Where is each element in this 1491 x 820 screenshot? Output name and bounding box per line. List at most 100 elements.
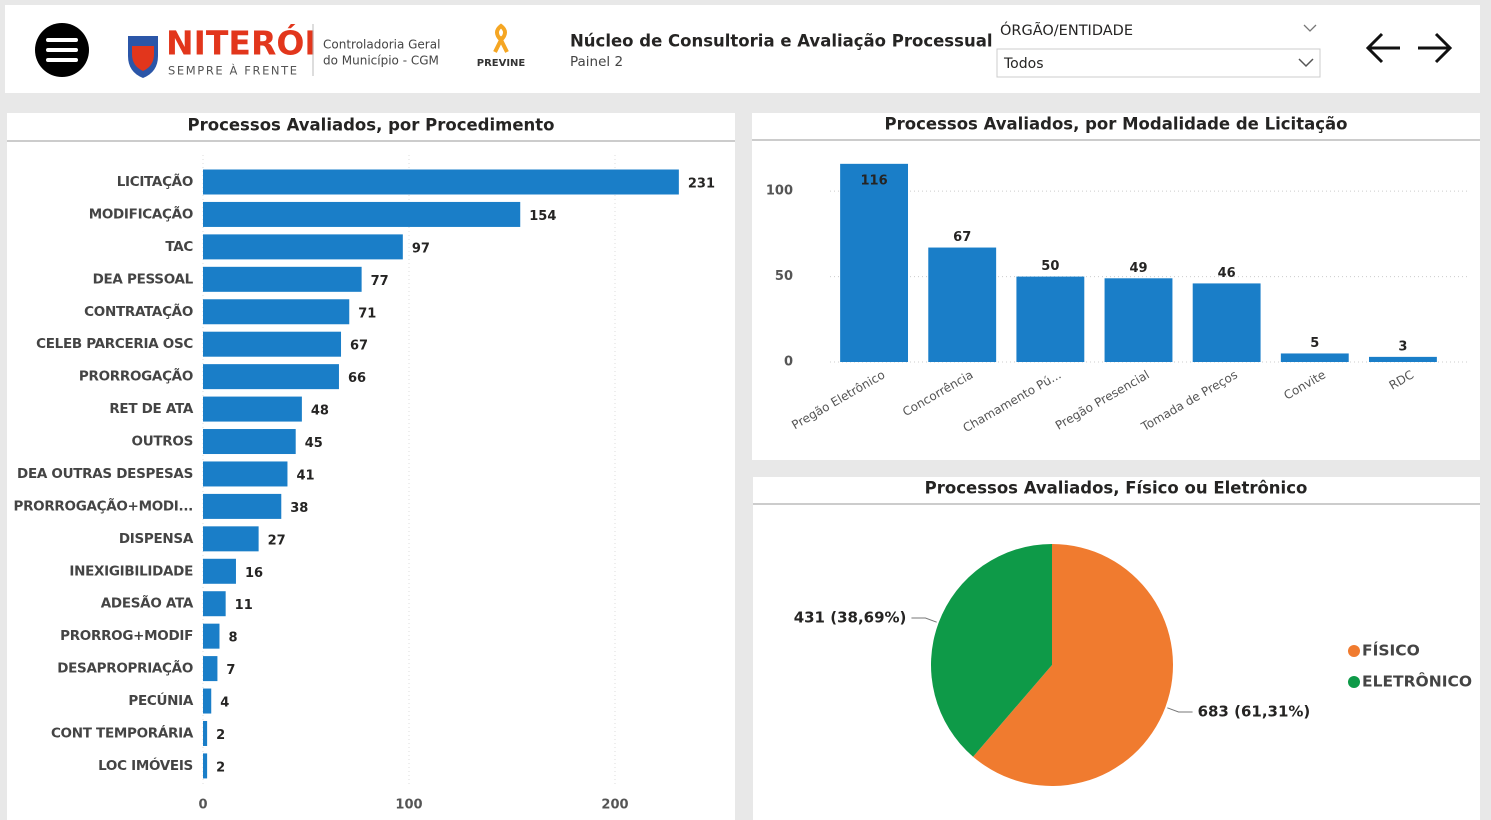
y-tick-label: LICITAÇÃO	[117, 173, 193, 190]
org-line: do Município - CGM	[323, 54, 439, 68]
y-tick-label: DISPENSA	[119, 531, 194, 547]
data-label: 71	[358, 306, 376, 321]
back-arrow[interactable]	[1365, 32, 1400, 64]
bar	[203, 364, 339, 390]
bar	[1280, 353, 1349, 362]
bar	[1104, 278, 1173, 362]
y-tick-label: ADESÃO ATA	[101, 595, 194, 612]
data-label: 38	[290, 501, 308, 516]
pie-slice	[930, 544, 1052, 757]
data-label: 27	[268, 533, 286, 548]
bar	[203, 753, 208, 779]
bar	[203, 169, 679, 195]
data-label: 45	[305, 436, 323, 451]
data-label: 683 (61,31%)	[1198, 702, 1311, 720]
bar	[203, 591, 226, 617]
data-label: 116	[861, 174, 888, 189]
bar	[203, 266, 362, 292]
data-label: 67	[953, 230, 971, 245]
bar	[203, 234, 403, 260]
badge: PREVINE	[477, 58, 526, 69]
bar	[203, 656, 218, 682]
data-label: 7	[226, 663, 235, 678]
dropdown-chevron[interactable]	[1298, 58, 1314, 68]
page-title: Núcleo de Consultoria e Avaliação Proces…	[570, 32, 992, 51]
dropdown-value[interactable]: Todos	[1003, 56, 1043, 72]
data-label: 431 (38,69%)	[794, 609, 907, 627]
data-label: 46	[1218, 266, 1236, 281]
x-tick-label: 200	[601, 798, 628, 813]
bar	[1016, 276, 1085, 362]
pie-slice	[973, 544, 1173, 786]
panel	[7, 113, 735, 820]
legend-label: FÍSICO	[1362, 641, 1420, 660]
bar	[203, 623, 220, 649]
chart-title: Processos Avaliados, Físico ou Eletrônic…	[925, 479, 1308, 498]
data-label: 77	[371, 274, 389, 289]
data-label: 2	[216, 760, 225, 775]
bar	[203, 299, 350, 325]
data-label: 50	[1041, 259, 1059, 274]
bar	[203, 688, 212, 714]
data-label: 66	[348, 371, 366, 386]
y-tick-label: PRORROG+MODIF	[60, 628, 193, 644]
bar	[203, 201, 521, 227]
legend-swatch	[1348, 676, 1360, 688]
menu-lines[interactable]	[46, 38, 78, 62]
x-tick-label: 100	[395, 798, 422, 813]
logo-shield-inner	[132, 46, 154, 71]
y-tick-label: DEA PESSOAL	[93, 271, 194, 287]
data-label: 48	[311, 404, 329, 419]
y-tick-label: CONTRATAÇÃO	[84, 303, 193, 320]
bar	[1368, 356, 1437, 362]
y-tick-label: 0	[784, 355, 793, 370]
y-tick-label: OUTROS	[132, 434, 193, 450]
y-tick-label: CONT TEMPORÁRIA	[51, 724, 194, 741]
bar	[203, 461, 288, 487]
dropdown-box[interactable]	[996, 48, 1321, 78]
chart-title: Processos Avaliados, por Procedimento	[188, 116, 555, 135]
y-tick-label: TAC	[165, 239, 193, 255]
data-label: 97	[412, 241, 430, 256]
y-tick-label: DESAPROPRIAÇÃO	[57, 660, 193, 677]
data-label: 231	[688, 177, 715, 192]
y-tick-label: INEXIGIBILIDADE	[69, 563, 193, 579]
ribbon-icon	[493, 23, 509, 53]
data-label: 3	[1398, 339, 1407, 354]
filter-chevron	[1303, 24, 1317, 32]
data-label: 2	[216, 728, 225, 743]
leader-line	[1167, 707, 1193, 713]
x-tick-label: 0	[198, 798, 207, 813]
y-tick-label: PRORROGAÇÃO	[79, 368, 193, 385]
filter-label: ÓRGÃO/ENTIDADE	[1000, 21, 1133, 39]
y-tick-label: MODIFICAÇÃO	[89, 205, 193, 222]
y-tick-label: 50	[775, 269, 793, 284]
bar	[203, 720, 208, 746]
chart-title: Processos Avaliados, por Modalidade de L…	[885, 115, 1348, 134]
bar	[1192, 283, 1261, 362]
bar	[203, 493, 282, 519]
y-tick-label: LOC IMÓVEIS	[98, 756, 193, 774]
bar	[840, 163, 909, 362]
data-label: 5	[1310, 336, 1319, 351]
menu-button[interactable]	[35, 23, 89, 77]
filter-dropdown[interactable]: Todos	[996, 48, 1321, 78]
bar	[203, 429, 296, 455]
forward-arrow[interactable]	[1418, 32, 1453, 64]
data-label: 67	[350, 339, 368, 354]
data-label: 16	[245, 566, 263, 581]
bar	[203, 526, 259, 552]
data-label: 41	[296, 468, 314, 483]
data-label: 8	[228, 631, 237, 646]
bar	[203, 396, 302, 422]
legend-swatch	[1348, 645, 1360, 657]
bar	[928, 247, 997, 362]
y-tick-label: PECÚNIA	[128, 691, 194, 709]
data-label: 154	[529, 209, 556, 224]
logo-title: NITERÓI	[166, 23, 317, 63]
y-tick-label: CELEB PARCERIA OSC	[36, 336, 193, 352]
page-subtitle: Painel 2	[570, 54, 623, 70]
data-label: 49	[1129, 261, 1147, 276]
y-tick-label: RET DE ATA	[109, 401, 194, 417]
